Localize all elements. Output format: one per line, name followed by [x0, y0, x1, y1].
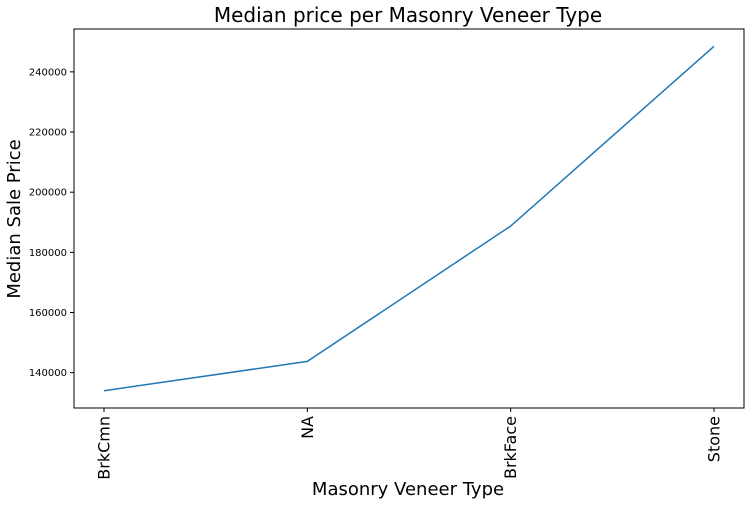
y-tick-label: 180000 — [29, 248, 67, 259]
x-axis-label: Masonry Veneer Type — [312, 479, 504, 500]
x-tick-label: BrkFace — [501, 416, 520, 479]
plot-frame — [73, 28, 745, 409]
y-tick-label: 200000 — [29, 188, 67, 199]
x-tick-label: Stone — [705, 416, 724, 462]
y-axis-label: Median Sale Price — [4, 139, 25, 298]
y-tick-label: 140000 — [29, 368, 67, 379]
series-line — [103, 45, 715, 392]
y-tick-label: 240000 — [29, 67, 67, 78]
y-ticks: 140000 160000 180000 200000 220000 240000 — [29, 67, 74, 379]
x-tick-label: NA — [298, 416, 317, 439]
y-tick-label: 160000 — [29, 308, 67, 319]
chart-title: Median price per Masonry Veneer Type — [214, 3, 602, 27]
x-ticks: BrkCmn NA BrkFace Stone — [95, 408, 724, 480]
x-tick-label: BrkCmn — [95, 416, 114, 480]
y-tick-label: 220000 — [29, 128, 67, 139]
series — [103, 45, 715, 392]
